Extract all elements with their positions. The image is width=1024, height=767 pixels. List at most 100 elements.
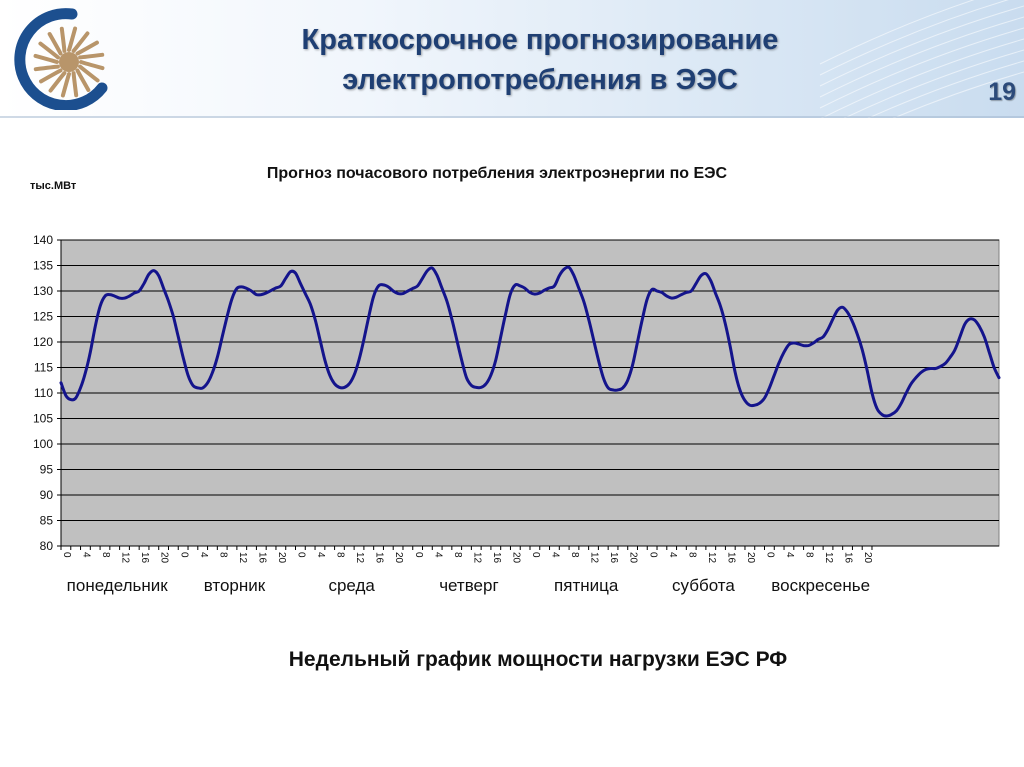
slide-title: Краткосрочное прогнозирование электропот…	[210, 20, 870, 100]
logo-ray	[39, 68, 63, 84]
y-tick-label: 135	[33, 259, 53, 273]
x-tick-label: 4	[81, 552, 92, 558]
logo-ray	[48, 71, 67, 93]
y-tick-label: 90	[40, 488, 54, 502]
x-tick-label: 0	[413, 552, 424, 558]
day-label: четверг	[439, 576, 498, 595]
y-tick-label: 85	[40, 514, 54, 528]
header-swoosh-line	[819, 0, 975, 65]
day-label: понедельник	[67, 576, 169, 595]
x-tick-label: 4	[315, 552, 326, 558]
x-tick-label: 8	[686, 552, 697, 558]
x-tick-label: 0	[530, 552, 541, 558]
x-tick-label: 12	[120, 552, 131, 564]
x-tick-label: 20	[510, 552, 521, 564]
x-tick-label: 12	[471, 552, 482, 564]
y-tick-label: 110	[34, 386, 53, 400]
logo-ray	[78, 64, 100, 83]
y-tick-label: 115	[34, 361, 53, 375]
x-tick-label: 8	[335, 552, 346, 558]
x-tick-label: 0	[296, 552, 307, 558]
logo-ray	[60, 72, 71, 98]
logo-ray	[33, 53, 59, 64]
x-tick-label: 16	[608, 552, 619, 564]
header-swoosh-line	[867, 60, 1024, 118]
slide-title-line-2: электропотребления в ЭЭС	[342, 64, 738, 96]
y-tick-label: 125	[33, 310, 53, 324]
logo-ray	[38, 41, 60, 60]
x-tick-label: 16	[725, 552, 736, 564]
y-axis-unit-label: тыс.МВт	[30, 180, 77, 192]
x-tick-label: 20	[393, 552, 404, 564]
logo-ray	[59, 26, 67, 53]
header-swoosh-line	[819, 27, 1024, 109]
series-line	[59, 265, 1001, 418]
y-tick-label: 80	[40, 539, 54, 553]
x-tick-label: 16	[374, 552, 385, 564]
x-tick-label: 0	[765, 552, 776, 558]
logo-ray	[71, 31, 90, 53]
x-tick-label: 4	[550, 552, 561, 558]
x-tick-label: 8	[217, 552, 228, 558]
x-tick-label: 4	[667, 552, 678, 558]
slide-caption: Недельный график мощности нагрузки ЕЭС Р…	[288, 648, 788, 671]
x-tick-label: 0	[647, 552, 658, 558]
load-forecast-chart: Прогноз почасового потребления электроэн…	[30, 165, 1001, 595]
logo-ray	[78, 52, 105, 60]
y-tick-label: 120	[33, 335, 53, 349]
x-tick-label: 8	[452, 552, 463, 558]
header-swoosh-line	[819, 5, 1024, 87]
header-swoosh-line	[843, 49, 1024, 118]
day-label: пятница	[554, 576, 619, 595]
x-tick-label: 12	[589, 552, 600, 564]
y-tick-label: 140	[33, 233, 53, 247]
x-tick-label: 20	[862, 552, 873, 564]
x-tick-label: 12	[237, 552, 248, 564]
logo-ray	[75, 40, 99, 56]
day-label: воскресенье	[771, 576, 870, 595]
y-tick-label: 105	[33, 412, 53, 426]
y-tick-label: 100	[33, 437, 53, 451]
x-tick-label: 0	[61, 552, 72, 558]
logo-ray	[79, 60, 105, 71]
x-tick-label: 16	[256, 552, 267, 564]
header-swoosh-line	[820, 38, 1024, 118]
y-axis: 80 85 90 95 100 105 110 115 120 125 130 135 140	[33, 233, 62, 553]
x-tick-label: 20	[745, 552, 756, 564]
header-swoosh-line	[892, 71, 1024, 118]
day-label: вторник	[204, 576, 266, 595]
logo-ray	[67, 26, 78, 52]
day-label: среда	[328, 576, 375, 595]
slide-header: Краткосрочное прогнозирование электропот…	[0, 0, 1024, 118]
x-tick-label: 12	[823, 552, 834, 564]
header-decoration	[0, 0, 1024, 118]
header-swoosh-line	[819, 0, 1009, 76]
x-tick-label: 4	[198, 552, 209, 558]
logo-ray	[47, 32, 63, 56]
slide-title-line-1: Краткосрочное прогнозирование	[301, 24, 779, 56]
company-logo-icon	[14, 8, 108, 110]
x-tick-label: 4	[784, 552, 795, 558]
x-tick-label: 4	[432, 552, 443, 558]
x-tick-label: 12	[706, 552, 717, 564]
x-tick-label: 8	[100, 552, 111, 558]
logo-ray	[71, 71, 79, 98]
x-tick-label: 8	[804, 552, 815, 558]
x-tick-label: 16	[139, 552, 150, 564]
x-tick-label: 0	[178, 552, 189, 558]
day-label: суббота	[672, 576, 735, 595]
logo-ray	[75, 68, 91, 92]
x-tick-label: 16	[491, 552, 502, 564]
x-tick-label: 16	[843, 552, 854, 564]
x-tick-label: 12	[354, 552, 365, 564]
x-axis: 0 4 8 12 16 20 понедельник 0 4 8 12 16 20 вторник 0 4 8 1…	[60, 545, 999, 595]
y-tick-label: 95	[40, 463, 54, 477]
chart-title: Прогноз почасового потребления электроэн…	[267, 165, 728, 182]
x-tick-label: 20	[276, 552, 287, 564]
logo-ray	[33, 64, 60, 72]
x-tick-label: 20	[628, 552, 639, 564]
y-tick-label: 130	[33, 284, 53, 298]
x-tick-label: 20	[159, 552, 170, 564]
header-swoosh-line	[819, 16, 1024, 98]
page-number: 19	[988, 78, 1016, 106]
